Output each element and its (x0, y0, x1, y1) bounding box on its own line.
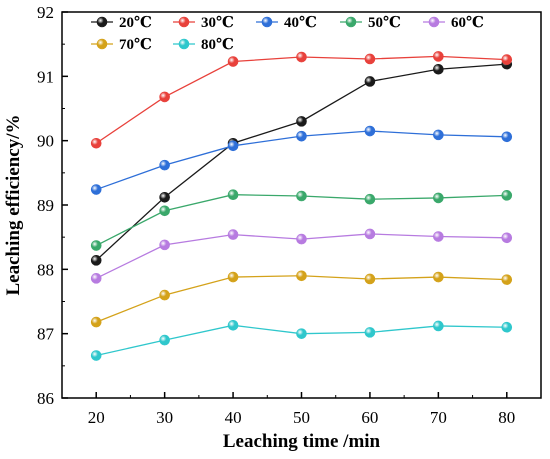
data-point (90, 273, 102, 284)
plot-frame (61, 11, 542, 399)
data-point (501, 232, 513, 244)
x-tick-label: 30 (156, 408, 173, 427)
y-tick-label: 91 (37, 67, 54, 86)
legend: 20℃ 30℃ 40℃ 50℃ 60℃ 70℃ 80℃ (91, 15, 484, 53)
series-5 (90, 228, 513, 284)
series-layer (90, 51, 513, 361)
x-tick-label: 70 (430, 408, 447, 427)
data-point (296, 51, 307, 63)
data-point (159, 239, 170, 251)
data-point (296, 130, 307, 142)
legend-swatch-marker (428, 16, 440, 28)
legend-item: 80℃ (173, 37, 234, 53)
data-point (364, 125, 376, 137)
legend-swatch-marker (345, 16, 357, 28)
data-point (90, 255, 102, 266)
legend-item: 30℃ (173, 15, 234, 31)
legend-label: 80℃ (201, 37, 234, 53)
x-tick-label: 40 (225, 408, 242, 427)
legend-item: 40℃ (256, 15, 317, 31)
legend-label: 60℃ (451, 15, 484, 31)
data-point (90, 137, 102, 149)
data-point (433, 320, 444, 332)
y-tick-label: 90 (37, 132, 54, 151)
series-6 (90, 270, 513, 328)
data-point (227, 320, 239, 331)
axes: 20 30 40 50 60 70 80 86 87 88 89 90 91 92 (37, 3, 542, 427)
data-point (159, 91, 170, 103)
data-point (159, 159, 170, 171)
data-point (227, 229, 239, 240)
data-point (227, 189, 239, 201)
legend-label: 70℃ (119, 37, 152, 53)
data-point (296, 116, 307, 127)
y-tick-label: 88 (37, 260, 54, 279)
y-tick-label: 86 (37, 389, 54, 408)
legend-swatch-marker (96, 38, 108, 50)
data-point (501, 274, 513, 285)
x-tick-label: 50 (293, 408, 310, 427)
data-point (433, 271, 444, 283)
legend-swatch-marker (178, 38, 190, 50)
data-point (227, 271, 239, 283)
series-line (95, 275, 507, 323)
legend-swatch-marker (261, 16, 273, 28)
legend-swatch-marker (96, 16, 108, 28)
data-point (433, 129, 444, 141)
data-point (433, 192, 444, 204)
legend-label: 20℃ (119, 15, 152, 31)
data-point (90, 184, 102, 195)
data-point (159, 205, 170, 217)
data-point (501, 54, 513, 65)
y-tick-label: 89 (37, 196, 54, 215)
data-point (501, 131, 513, 143)
y-tick-label: 87 (37, 325, 55, 344)
data-point (159, 191, 170, 203)
data-point (364, 327, 376, 338)
data-point (501, 190, 513, 201)
data-point (90, 350, 102, 361)
x-tick-label: 60 (361, 408, 378, 427)
y-tick-label: 92 (37, 3, 54, 22)
data-point (364, 273, 376, 285)
legend-item: 70℃ (91, 37, 152, 53)
x-axis-title: Leaching time /min (223, 431, 381, 452)
legend-label: 50℃ (368, 15, 401, 31)
series-line (95, 55, 507, 144)
x-tick-label: 80 (498, 408, 515, 427)
data-point (296, 190, 307, 202)
data-point (296, 270, 307, 282)
data-point (433, 51, 444, 62)
legend-label: 30℃ (201, 15, 234, 31)
data-point (364, 193, 376, 205)
series-2 (90, 51, 513, 149)
data-point (90, 240, 102, 251)
data-point (501, 321, 513, 333)
series-7 (90, 320, 513, 361)
series-4 (90, 189, 513, 251)
data-point (433, 63, 444, 75)
data-point (296, 328, 307, 339)
legend-item: 20℃ (91, 15, 152, 31)
data-point (90, 316, 102, 328)
data-point (364, 76, 376, 87)
legend-label: 40℃ (284, 15, 317, 31)
data-point (227, 140, 239, 152)
data-point (296, 233, 307, 245)
data-point (227, 56, 239, 67)
series-3 (90, 125, 513, 195)
data-point (159, 334, 170, 346)
x-tick-label: 20 (88, 408, 105, 427)
y-axis-title: Leaching efficiency/% (3, 115, 24, 296)
legend-item: 50℃ (340, 15, 401, 31)
legend-item: 60℃ (423, 15, 484, 31)
data-point (433, 231, 444, 242)
legend-swatch-marker (178, 16, 190, 28)
series-line (95, 63, 507, 261)
data-point (364, 228, 376, 240)
data-point (364, 53, 376, 65)
data-point (159, 289, 170, 301)
